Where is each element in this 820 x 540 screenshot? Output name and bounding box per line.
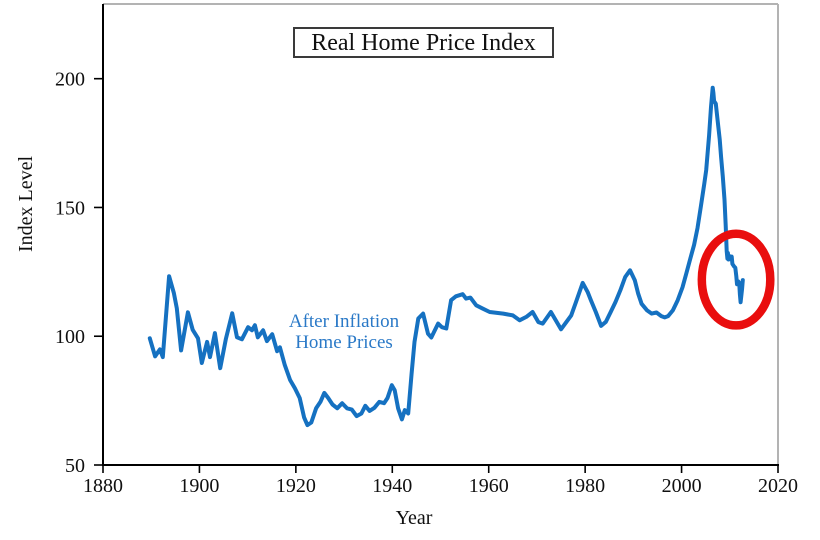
y-axis-title: Index Level (15, 155, 37, 253)
y-tick-label: 50 (65, 455, 85, 477)
x-tick-label: 1900 (179, 475, 219, 497)
x-tick-label: 1960 (469, 475, 509, 497)
series-annotation-line2: Home Prices (295, 332, 393, 353)
highlight-ellipse (697, 229, 775, 330)
home-price-line (147, 85, 745, 428)
series-annotation: After Inflation Home Prices (259, 311, 429, 353)
x-tick-label: 1880 (83, 475, 123, 497)
series-annotation-line1: After Inflation (288, 311, 400, 332)
x-tick-label: 1920 (276, 475, 316, 497)
x-tick-label: 2020 (758, 475, 798, 497)
x-axis-title: Year (395, 507, 433, 529)
y-tick-label: 100 (55, 326, 85, 348)
x-tick-label: 2000 (662, 475, 702, 497)
y-tick-label: 150 (55, 197, 85, 219)
x-tick-label: 1980 (565, 475, 605, 497)
chart-title-box: Real Home Price Index (293, 27, 554, 58)
chart-title: Real Home Price Index (311, 29, 536, 56)
x-tick-label: 1940 (372, 475, 412, 497)
y-tick-label: 200 (55, 69, 85, 91)
